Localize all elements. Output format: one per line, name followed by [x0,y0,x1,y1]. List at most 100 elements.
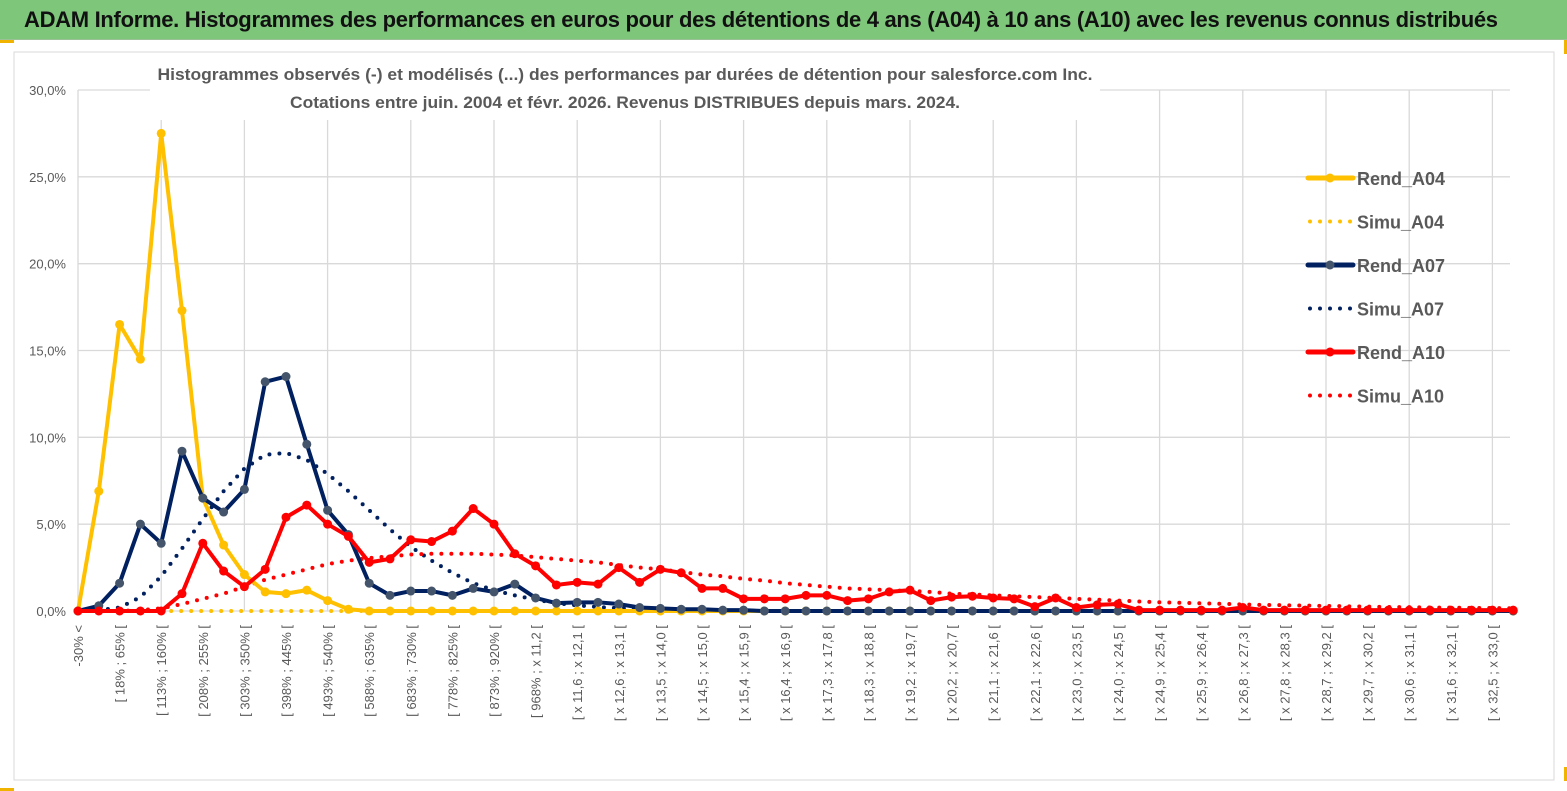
y-tick-label: 0,0% [36,604,66,619]
data-point [364,606,374,616]
x-tick-label: [ 588% ; 635% [ [362,625,377,717]
data-point [219,507,229,517]
corner-mark [1564,767,1567,781]
data-point [302,439,312,449]
data-point [863,606,873,616]
data-point [177,589,187,599]
data-point [655,564,665,574]
series-line [77,374,1514,613]
data-point [1342,605,1352,615]
data-point [198,493,208,503]
title-backdrop [150,58,1100,120]
legend-item-rend_a10: Rend_A10 [1305,343,1445,363]
corner-mark [0,788,14,791]
x-tick-label: [ x 16,4 ; x 16,9 [ [778,625,793,721]
corner-mark [1564,40,1567,54]
data-point [1196,605,1206,615]
data-point [281,589,291,599]
data-point [323,596,333,606]
data-point [385,606,395,616]
data-point [531,593,541,603]
legend-item-simu_a07: Simu_A07 [1308,300,1444,320]
data-point [884,587,894,597]
x-tick-label: [ x 32,5 ; x 33,0 [ [1485,625,1500,721]
data-point [572,606,582,616]
x-tick-label: [ x 28,7 ; x 29,2 [ [1319,625,1334,721]
data-point [260,377,270,387]
legend-label: Simu_A10 [1357,387,1444,407]
y-tick-label: 10,0% [29,430,66,445]
data-point [676,568,686,578]
data-point [1425,605,1435,615]
y-tick-label: 25,0% [29,170,66,185]
data-point [947,592,957,602]
x-tick-label: [ x 22,1 ; x 22,6 [ [1028,625,1043,721]
data-point [468,583,478,593]
series-rend_a10 [73,500,1518,616]
x-tick-label: [ x 27,8 ; x 28,3 [ [1277,625,1292,721]
legend-label: Rend_A04 [1357,169,1445,189]
data-point [343,531,353,541]
series-layer [73,128,1518,616]
data-point [489,519,499,529]
data-point [863,594,873,604]
plot-border [13,51,1555,781]
data-point [947,606,957,616]
data-point [385,554,395,564]
data-point [447,606,457,616]
x-tick-label: [ x 25,9 ; x 26,4 [ [1194,625,1209,721]
data-point [260,587,270,597]
series-rend_a07 [73,372,1518,616]
data-point [1404,605,1414,615]
report-title: ADAM Informe. Histogrammes des performan… [24,7,1498,32]
data-point [593,597,603,607]
data-point [1092,600,1102,610]
chart-subtitle: Cotations entre juin. 2004 et févr. 2026… [290,93,960,112]
x-tick-label: [ 303% ; 350% [ [237,625,252,717]
data-point [156,606,166,616]
data-point [364,578,374,588]
data-point [115,606,125,616]
data-point [1508,605,1518,615]
x-tick-label: [ x 12,6 ; x 13,1 [ [612,625,627,721]
data-point [510,579,520,589]
x-tick-label: [ x 24,9 ; x 25,4 [ [1153,625,1168,721]
x-tick-label: [ 113% ; 160% [ [154,625,169,716]
data-point [406,535,416,545]
data-point [593,606,603,616]
data-point [780,606,790,616]
legend-item-simu_a10: Simu_A10 [1308,387,1444,407]
data-point [1300,605,1310,615]
x-tick-label: [ x 24,0 ; x 24,5 [ [1111,625,1126,721]
data-point [884,606,894,616]
report-header: ADAM Informe. Histogrammes des performan… [0,0,1567,40]
data-point [177,446,187,456]
y-tick-label: 5,0% [36,517,66,532]
legend-item-rend_a04: Rend_A04 [1305,169,1445,189]
data-point [1051,606,1061,616]
chart-title: Histogrammes observés (-) et modélisés (… [158,65,1093,84]
series-line [76,551,1516,613]
data-point [406,606,416,616]
legend: Rend_A04 Simu_A04 Rend_A07 Simu_A07 Rend_A10… [1305,169,1445,407]
legend-marker [1325,347,1335,357]
data-point [1259,605,1269,615]
data-point [843,596,853,606]
data-point [1321,605,1331,615]
data-point [302,500,312,510]
data-point [551,598,561,608]
data-point [614,606,624,616]
x-tick-label: [ 493% ; 540% [ [321,625,336,717]
data-point [1155,605,1165,615]
x-tick-label: [ x 20,2 ; x 20,7 [ [945,625,960,721]
legend-label: Rend_A10 [1357,343,1445,363]
data-point [281,512,291,522]
data-point [718,583,728,593]
x-tick-label: [ 398% ; 445% [ [279,625,294,717]
data-point [1487,605,1497,615]
series-line [76,131,1514,613]
data-point [447,590,457,600]
data-point [1238,603,1248,613]
y-axis: 0,0% 5,0% 10,0% 15,0% 20,0% 25,0% 30,0% [29,83,66,619]
data-point [1009,606,1019,616]
